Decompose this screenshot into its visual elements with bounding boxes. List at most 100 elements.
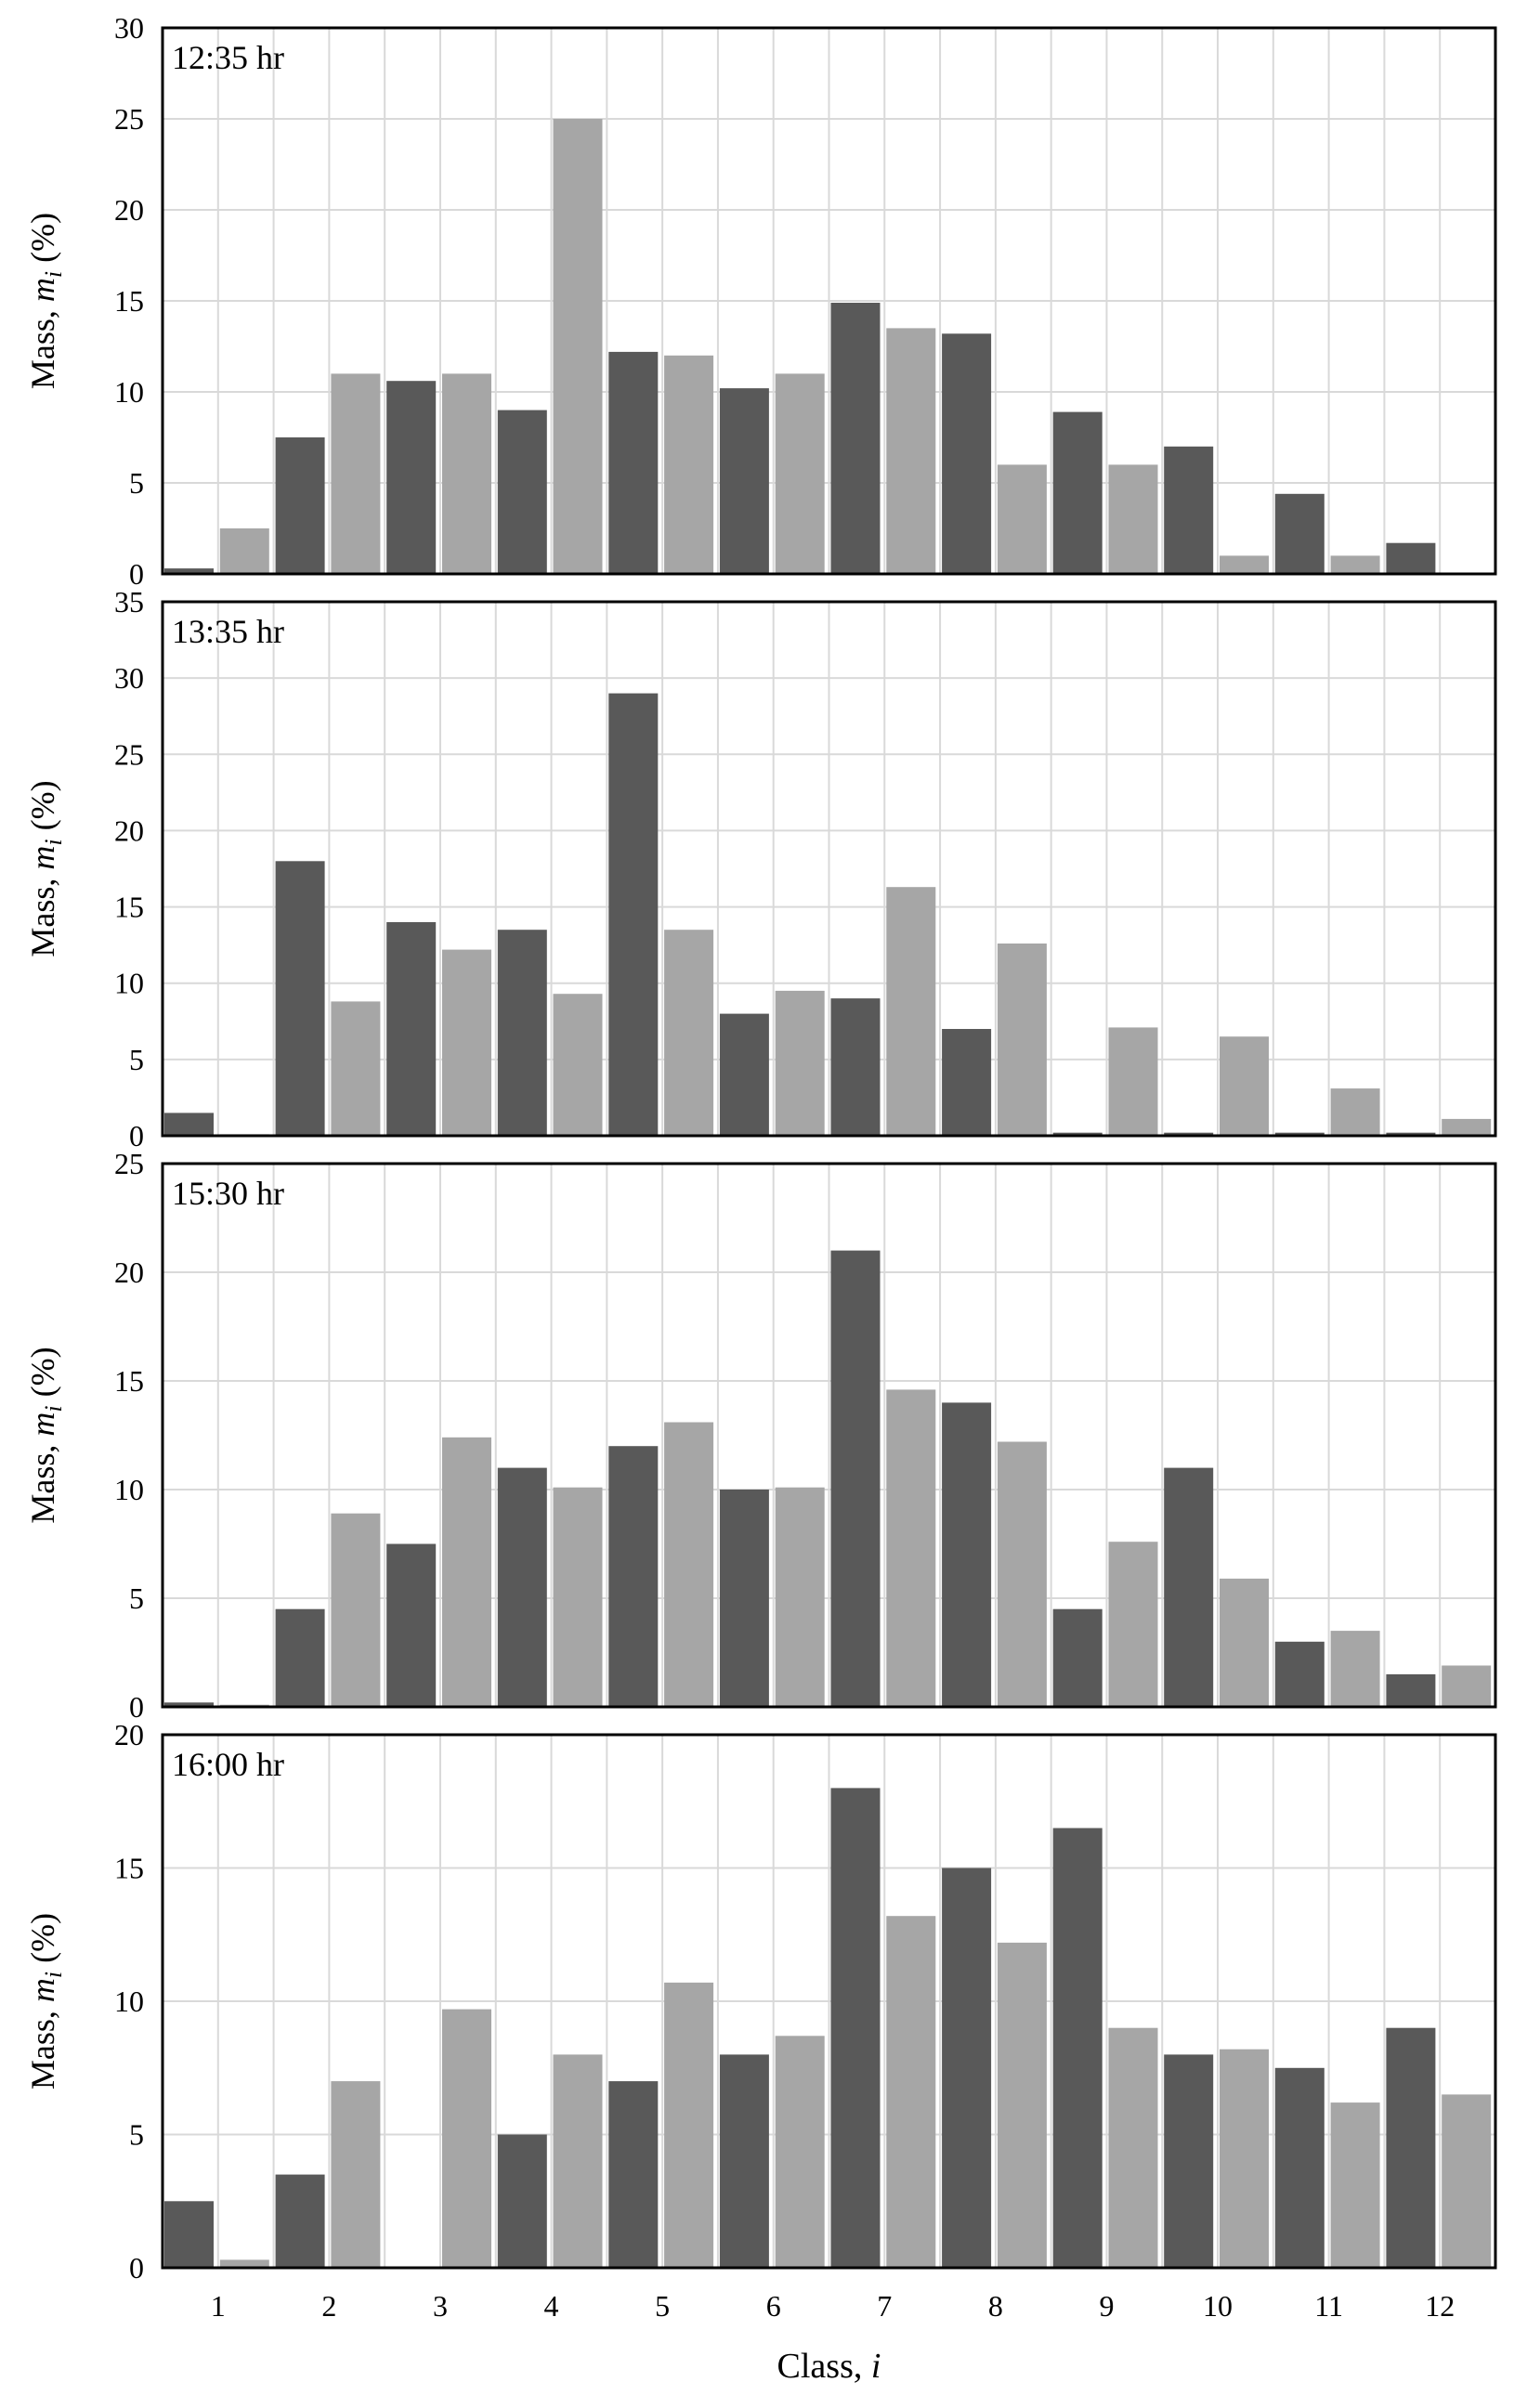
bar-light-class-2 [331, 1001, 381, 1136]
bar-light-class-11 [1330, 2102, 1380, 2268]
bar-light-class-6 [775, 373, 825, 574]
bar-light-class-3 [442, 949, 491, 1136]
bar-light-class-3 [442, 1437, 491, 1707]
x-tick-label: 7 [877, 2289, 892, 2323]
bar-dark-class-2 [275, 437, 325, 574]
x-tick-label: 3 [433, 2289, 448, 2323]
bar-dark-class-3 [386, 1543, 437, 1707]
bar-light-class-3 [442, 2009, 491, 2268]
bar-light-class-6 [775, 990, 825, 1136]
bar-dark-class-8 [942, 1402, 992, 1707]
x-tick-label: 4 [544, 2289, 559, 2323]
horizontal-gridlines [163, 118, 1495, 484]
y-tick-label: 10 [114, 967, 144, 1000]
bar-light-class-7 [886, 1389, 936, 1707]
bar-dark-class-4 [497, 2134, 547, 2268]
bar-light-class-11 [1330, 555, 1380, 574]
bar-light-class-10 [1220, 2049, 1269, 2268]
bar-dark-class-10 [1164, 2054, 1214, 2268]
bar-light-class-10 [1220, 1578, 1269, 1707]
bar-dark-class-1 [164, 2201, 214, 2269]
y-tick-label: 0 [129, 557, 144, 591]
chart-panel-1: 0 5 10 15 20 25 30 12:35 hr Mass, mi (%) [24, 11, 1497, 591]
bars [164, 119, 1436, 574]
bar-light-class-12 [1442, 1665, 1492, 1707]
bar-light-class-12 [1442, 1118, 1492, 1136]
y-tick-labels: 0 5 10 15 20 25 [114, 1147, 144, 1724]
bar-dark-class-2 [275, 861, 325, 1136]
bar-dark-class-11 [1274, 1132, 1325, 1136]
bar-light-class-5 [664, 1422, 714, 1707]
x-tick-label: 10 [1203, 2289, 1233, 2323]
y-tick-labels: 0 5 10 15 20 25 30 [114, 11, 144, 591]
bar-light-class-6 [775, 1487, 825, 1707]
x-axis-label: Class, i [777, 2347, 881, 2386]
bar-light-class-6 [775, 2036, 825, 2268]
bar-dark-class-4 [497, 930, 547, 1136]
horizontal-gridlines [163, 1271, 1495, 1599]
y-tick-label: 20 [114, 1256, 144, 1289]
bar-dark-class-2 [275, 2174, 325, 2268]
bar-light-class-12 [1442, 2094, 1492, 2268]
bar-light-class-10 [1220, 555, 1269, 574]
bar-light-class-7 [886, 887, 936, 1136]
bar-light-class-1 [219, 528, 269, 574]
horizontal-gridlines [163, 677, 1495, 1061]
bar-dark-class-4 [497, 1467, 547, 1707]
panel-time-label: 16:00 hr [172, 1746, 284, 1783]
bar-light-class-7 [886, 328, 936, 574]
y-tick-label: 10 [114, 1985, 144, 2018]
bar-dark-class-8 [942, 1029, 992, 1136]
bar-dark-class-2 [275, 1608, 325, 1707]
bar-dark-class-1 [164, 568, 214, 574]
bar-light-class-11 [1330, 1631, 1380, 1707]
bar-dark-class-12 [1386, 1673, 1436, 1707]
bar-light-class-1 [219, 2259, 269, 2268]
y-tick-label: 5 [129, 2118, 144, 2152]
y-tick-label: 30 [114, 661, 144, 695]
bar-light-class-9 [1108, 2027, 1158, 2268]
y-tick-label: 0 [129, 2251, 144, 2284]
y-tick-label: 30 [114, 11, 144, 45]
bar-dark-class-10 [1164, 1467, 1214, 1707]
bar-dark-class-11 [1274, 2067, 1325, 2269]
horizontal-gridlines [163, 1867, 1495, 2136]
y-axis-label: Mass, mi (%) [24, 1347, 67, 1523]
bar-dark-class-7 [830, 303, 881, 574]
y-tick-label: 25 [114, 102, 144, 136]
y-axis-label: Mass, mi (%) [24, 780, 67, 957]
bar-dark-class-5 [608, 2081, 659, 2268]
y-tick-label: 10 [114, 375, 144, 409]
bar-light-class-5 [664, 1982, 714, 2268]
bar-dark-class-7 [830, 1250, 881, 1707]
y-tick-label: 5 [129, 1043, 144, 1076]
bars [164, 1788, 1492, 2269]
bar-light-class-7 [886, 1916, 936, 2268]
bar-dark-class-12 [1386, 1132, 1436, 1136]
bar-dark-class-9 [1052, 1828, 1103, 2268]
bar-light-class-9 [1108, 1027, 1158, 1136]
bar-light-class-4 [553, 1487, 603, 1707]
bar-light-class-3 [442, 373, 491, 574]
y-tick-label: 10 [114, 1473, 144, 1506]
y-axis-label: Mass, mi (%) [24, 213, 67, 389]
bar-light-class-9 [1108, 464, 1158, 574]
x-tick-label: 11 [1314, 2289, 1343, 2323]
bar-dark-class-12 [1386, 2027, 1436, 2268]
x-tick-label: 6 [766, 2289, 781, 2323]
bar-light-class-8 [997, 1441, 1047, 1707]
bar-light-class-8 [997, 464, 1047, 574]
bar-light-class-4 [553, 2054, 603, 2268]
y-tick-label: 15 [114, 891, 144, 924]
x-tick-label: 8 [988, 2289, 1003, 2323]
bar-dark-class-5 [608, 693, 659, 1136]
bars [164, 693, 1492, 1136]
plot-frame [161, 26, 1497, 576]
x-tick-label: 2 [321, 2289, 336, 2323]
bar-dark-class-10 [1164, 446, 1214, 574]
y-tick-label: 20 [114, 814, 144, 847]
bar-light-class-8 [997, 1942, 1047, 2268]
